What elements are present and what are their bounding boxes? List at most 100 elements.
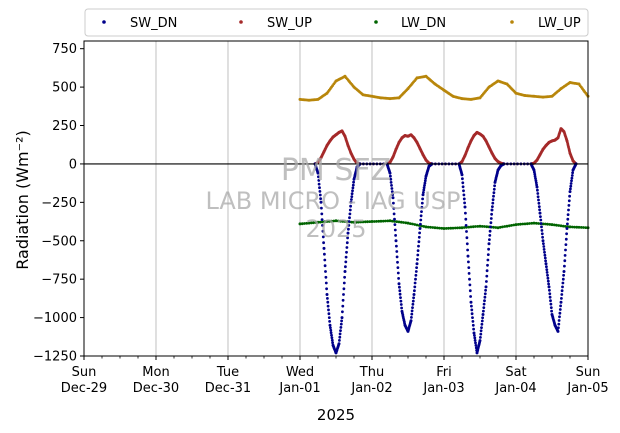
data-point-interp bbox=[453, 226, 457, 230]
data-point-interp bbox=[420, 210, 423, 214]
data-point bbox=[406, 221, 410, 225]
data-point-interp bbox=[399, 296, 402, 299]
data-point-interp bbox=[512, 223, 516, 227]
data-point-interp bbox=[534, 179, 538, 183]
data-point-interp bbox=[414, 277, 417, 281]
x-tick-label-day: Sat bbox=[505, 365, 526, 380]
data-point-interp bbox=[534, 177, 537, 180]
data-point bbox=[562, 270, 566, 273]
data-point-interp bbox=[336, 219, 340, 223]
data-point-interp bbox=[471, 225, 475, 229]
data-point-interp bbox=[395, 244, 398, 248]
y-tick-label: 750 bbox=[52, 42, 77, 57]
data-point-interp bbox=[396, 271, 400, 275]
data-point-interp bbox=[530, 221, 534, 225]
data-point bbox=[463, 205, 467, 209]
data-point-interp bbox=[489, 225, 492, 229]
data-point-interp bbox=[470, 308, 474, 312]
data-point-interp bbox=[399, 220, 403, 224]
data-point-interp bbox=[468, 277, 471, 281]
data-point-interp bbox=[539, 215, 542, 219]
data-point-interp bbox=[558, 311, 562, 315]
data-point-interp bbox=[451, 226, 455, 230]
data-point-interp bbox=[462, 197, 466, 201]
data-point-interp bbox=[416, 253, 420, 257]
data-points bbox=[298, 74, 590, 355]
data-point bbox=[421, 193, 425, 197]
y-tick-label: −750 bbox=[41, 273, 77, 288]
data-point-interp bbox=[411, 306, 414, 309]
data-point-interp bbox=[324, 270, 327, 273]
data-point-interp bbox=[558, 315, 561, 319]
data-point bbox=[412, 293, 416, 296]
data-point-interp bbox=[476, 225, 480, 228]
data-point bbox=[478, 339, 482, 343]
data-point-interp bbox=[354, 220, 358, 224]
data-point-interp bbox=[330, 338, 334, 342]
data-point bbox=[541, 239, 545, 243]
data-point-interp bbox=[447, 226, 450, 230]
data-point-interp bbox=[414, 270, 418, 273]
data-point-interp bbox=[467, 272, 471, 275]
data-point-interp bbox=[320, 218, 324, 222]
data-point-interp bbox=[485, 274, 489, 278]
data-point-interp bbox=[536, 192, 540, 195]
data-point-interp bbox=[327, 308, 330, 312]
data-point-interp bbox=[419, 222, 422, 226]
data-point-interp bbox=[419, 214, 423, 218]
data-point-interp bbox=[539, 222, 543, 225]
data-point-interp bbox=[398, 289, 402, 293]
data-point-interp bbox=[312, 221, 315, 225]
y-tick-label: 500 bbox=[52, 81, 77, 96]
data-point bbox=[346, 231, 350, 235]
data-point-interp bbox=[560, 293, 564, 296]
data-point bbox=[481, 313, 485, 316]
data-point-interp bbox=[341, 298, 345, 302]
data-point-interp bbox=[421, 197, 424, 201]
data-point-interp bbox=[327, 312, 331, 316]
data-point-interp bbox=[327, 220, 331, 223]
data-point-interp bbox=[397, 277, 400, 280]
data-point-interp bbox=[566, 213, 570, 217]
y-tick-label: −1000 bbox=[33, 311, 77, 326]
data-point-interp bbox=[465, 230, 468, 233]
data-point-interp bbox=[540, 225, 543, 229]
data-point bbox=[478, 224, 482, 228]
data-point-interp bbox=[559, 304, 562, 308]
data-point-interp bbox=[537, 205, 541, 209]
x-tick-label-day: Fri bbox=[436, 365, 452, 380]
data-point bbox=[349, 200, 353, 204]
data-point-interp bbox=[480, 326, 483, 329]
data-point-interp bbox=[402, 221, 405, 224]
data-point-interp bbox=[390, 219, 394, 223]
data-point bbox=[550, 223, 554, 227]
data-point bbox=[556, 329, 560, 333]
data-point bbox=[487, 242, 491, 246]
data-point-interp bbox=[567, 204, 571, 207]
data-point-interp bbox=[461, 181, 465, 185]
data-point-interp bbox=[493, 184, 496, 188]
data-point-interp bbox=[539, 218, 543, 222]
data-point-interp bbox=[393, 220, 396, 223]
x-tick-label-date: Dec-30 bbox=[133, 381, 179, 396]
data-point-interp bbox=[332, 219, 336, 223]
data-point-interp bbox=[366, 220, 369, 224]
data-point-interp bbox=[555, 223, 558, 227]
data-point-interp bbox=[386, 219, 390, 223]
data-point-interp bbox=[567, 208, 570, 212]
y-tick-label: 0 bbox=[69, 157, 77, 172]
data-point-interp bbox=[562, 273, 565, 277]
data-point-interp bbox=[330, 219, 333, 223]
data-point-interp bbox=[343, 275, 346, 279]
data-point-interp bbox=[341, 310, 344, 314]
data-point-interp bbox=[561, 281, 565, 285]
data-point-interp bbox=[411, 302, 415, 306]
data-point-interp bbox=[492, 194, 495, 198]
data-point-interp bbox=[342, 281, 346, 285]
series-lw-up bbox=[298, 74, 590, 102]
data-point-interp bbox=[344, 255, 348, 259]
data-point-interp bbox=[408, 222, 412, 226]
data-point-interp bbox=[461, 177, 464, 181]
data-point-interp bbox=[389, 181, 393, 184]
data-point-interp bbox=[536, 195, 540, 199]
